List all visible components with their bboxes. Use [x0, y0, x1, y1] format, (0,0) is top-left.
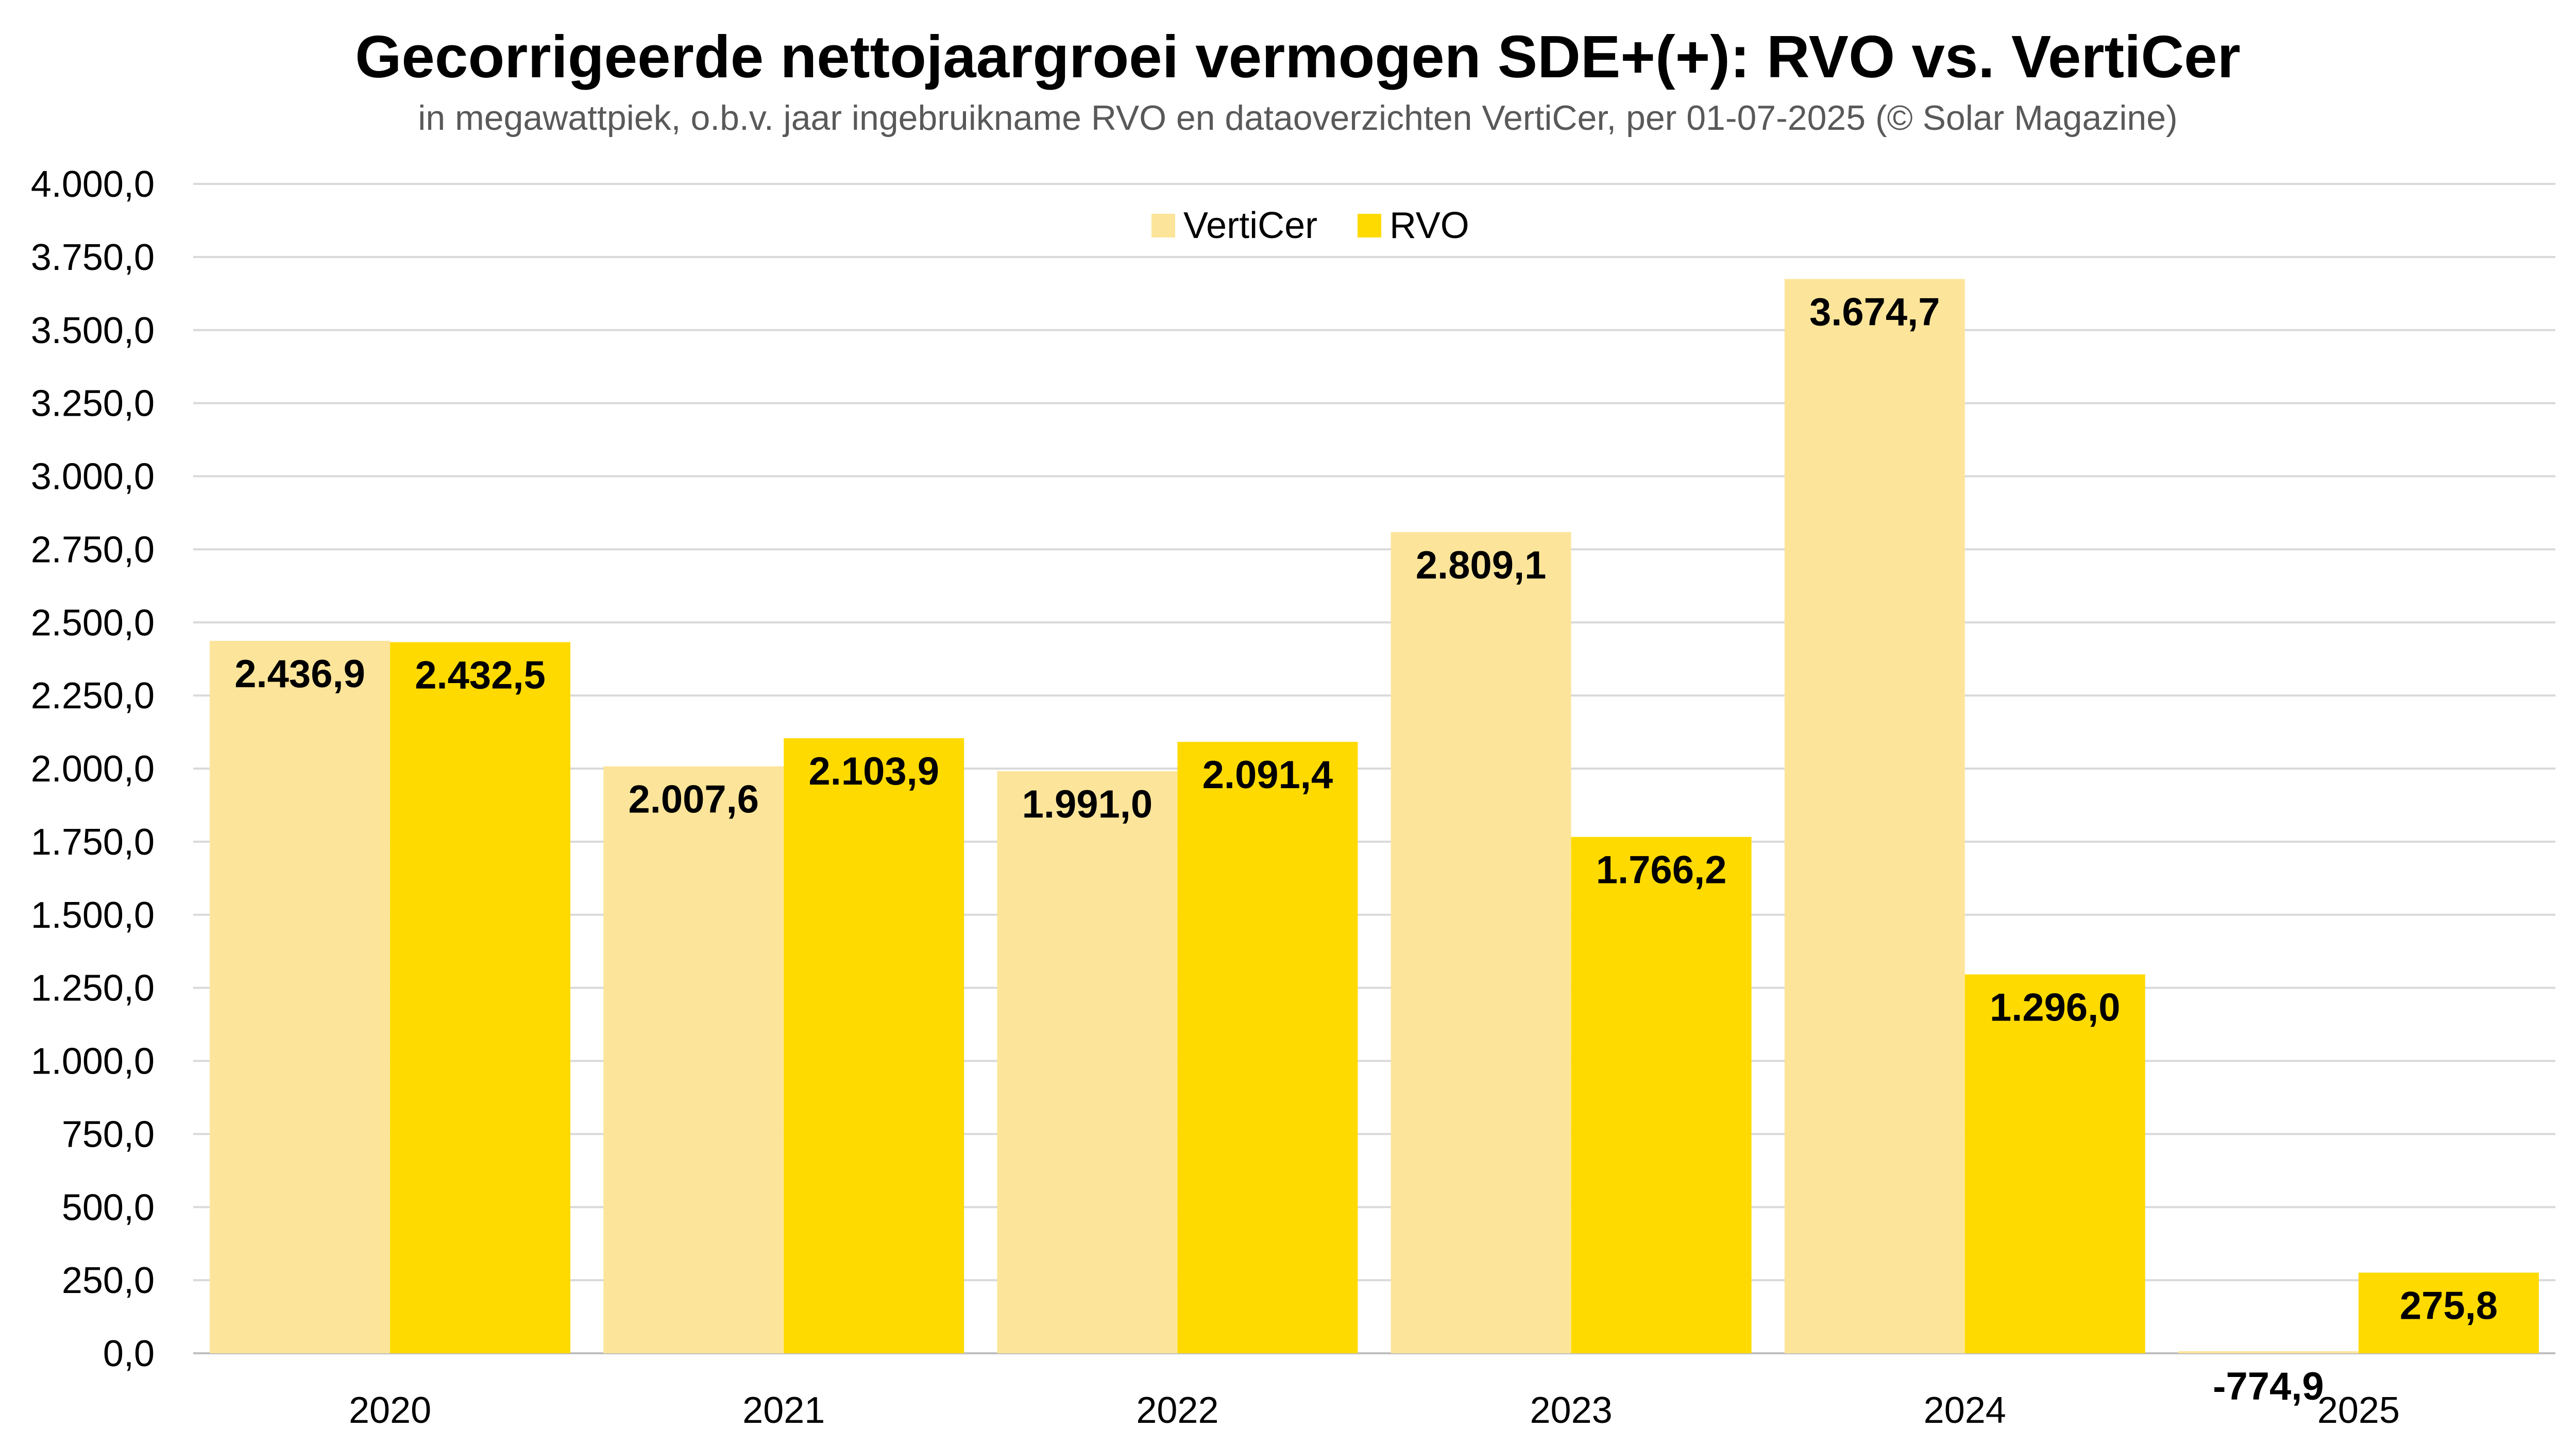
data-label-rvo-2025: 275,8 — [2400, 1284, 2498, 1328]
y-tick-label: 3.000,0 — [31, 456, 155, 498]
y-tick-label: 2.000,0 — [31, 748, 155, 790]
y-tick-label: 2.250,0 — [31, 675, 155, 717]
y-tick-label: 750,0 — [62, 1114, 155, 1155]
y-tick-label: 3.750,0 — [31, 237, 155, 278]
bar-rvo-2022 — [1177, 742, 1358, 1353]
data-label-verticer-2021: 2.007,6 — [628, 778, 759, 822]
bar-verticer-2021 — [603, 766, 784, 1353]
x-tick-label: 2024 — [1924, 1390, 2006, 1431]
y-tick-label: 1.250,0 — [31, 968, 155, 1009]
y-axis-ticks: 0,0 250,0 500,0 750,0 1.000,0 1.250,0 1.500,0 1… — [31, 164, 155, 1374]
bar-rvo-2021 — [784, 738, 964, 1353]
x-tick-label: 2021 — [742, 1390, 825, 1431]
y-tick-label: 4.000,0 — [31, 164, 155, 205]
chart-title: Gecorrigeerde nettojaargroei vermogen SD… — [355, 23, 2241, 90]
x-tick-label: 2020 — [349, 1390, 431, 1431]
legend: VertiCer RVO — [1151, 205, 1469, 246]
data-label-verticer-2024: 3.674,7 — [1809, 291, 1940, 334]
y-tick-label: 1.000,0 — [31, 1041, 155, 1082]
x-tick-label: 2023 — [1530, 1390, 1612, 1431]
data-label-verticer-2020: 2.436,9 — [234, 652, 365, 696]
x-axis-ticks: 2020 2021 2022 2023 2024 2025 — [349, 1390, 2400, 1431]
bar-verticer-2020 — [210, 641, 391, 1353]
bars — [210, 279, 2539, 1354]
bar-rvo-2024 — [1964, 974, 2145, 1353]
data-label-rvo-2024: 1.296,0 — [1990, 986, 2121, 1030]
data-label-verticer-2022: 1.991,0 — [1022, 782, 1153, 826]
bar-verticer-2023 — [1391, 532, 1571, 1353]
y-tick-label: 1.750,0 — [31, 822, 155, 863]
y-tick-label: 250,0 — [62, 1260, 155, 1301]
x-tick-label: 2022 — [1136, 1390, 1218, 1431]
y-tick-label: 3.250,0 — [31, 383, 155, 424]
legend-label-rvo: RVO — [1389, 205, 1469, 246]
legend-swatch-verticer — [1151, 214, 1175, 237]
bar-rvo-2025 — [2358, 1272, 2539, 1353]
y-tick-label: 500,0 — [62, 1187, 155, 1228]
y-tick-label: 3.500,0 — [31, 310, 155, 351]
y-tick-label: 2.750,0 — [31, 529, 155, 570]
data-label-verticer-2023: 2.809,1 — [1416, 543, 1547, 587]
bar-verticer-2022 — [997, 771, 1178, 1353]
data-label-verticer-2025: -774,9 — [2213, 1365, 2324, 1408]
legend-label-verticer: VertiCer — [1183, 205, 1317, 246]
bar-verticer-2024 — [1784, 279, 1965, 1354]
gridlines — [193, 183, 2555, 1354]
bar-rvo-2020 — [390, 642, 571, 1353]
data-labels: 2.436,9 2.432,5 2.007,6 2.103,9 1.991,0 2.091… — [234, 291, 2498, 1408]
x-tick-label: 2025 — [2317, 1390, 2400, 1431]
y-tick-label: 1.500,0 — [31, 895, 155, 936]
data-label-rvo-2020: 2.432,5 — [415, 654, 546, 698]
legend-swatch-rvo — [1358, 214, 1381, 237]
data-label-rvo-2023: 1.766,2 — [1596, 848, 1727, 892]
bar-rvo-2023 — [1571, 837, 1752, 1353]
y-tick-label: 2.500,0 — [31, 602, 155, 643]
data-label-rvo-2022: 2.091,4 — [1202, 753, 1333, 797]
data-label-rvo-2021: 2.103,9 — [808, 750, 939, 793]
y-tick-label: 0,0 — [103, 1333, 155, 1374]
chart-subtitle: in megawattpiek, o.b.v. jaar ingebruikna… — [418, 98, 2177, 138]
bar-verticer-2025 — [2178, 1351, 2359, 1353]
